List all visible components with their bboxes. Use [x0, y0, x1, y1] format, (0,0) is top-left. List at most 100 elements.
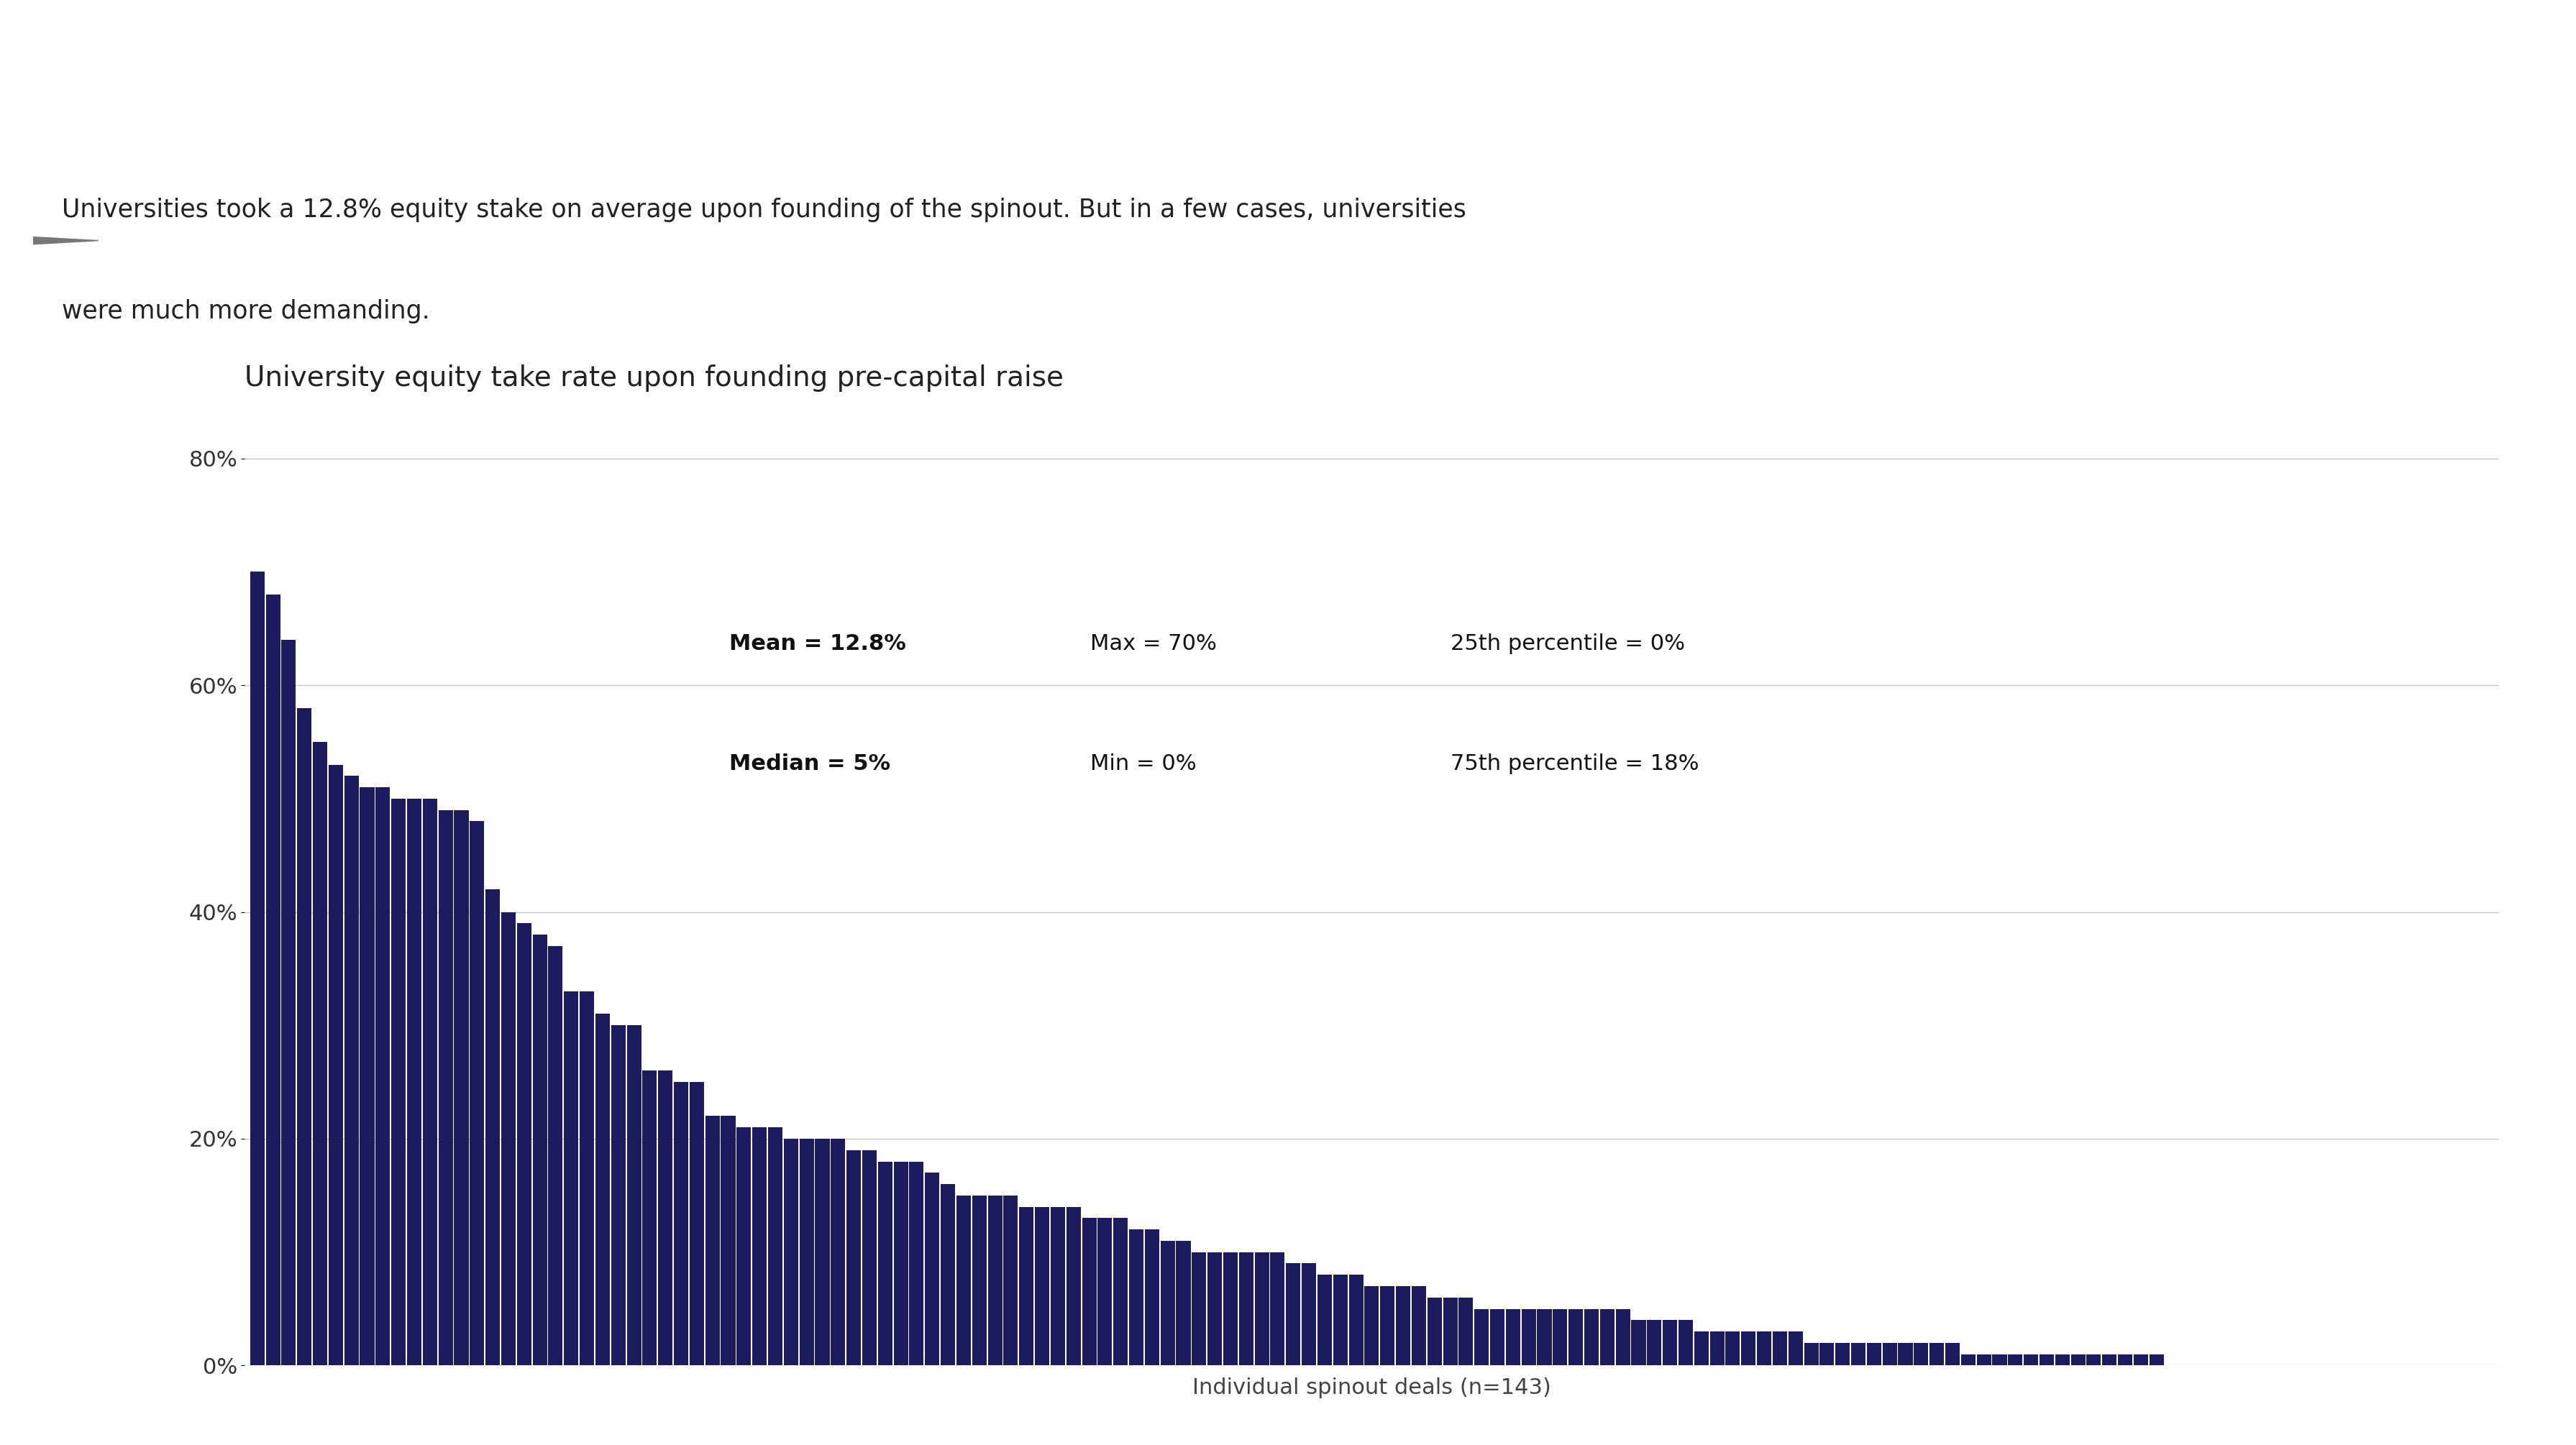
Bar: [1082, 1218, 1097, 1366]
Bar: [1883, 1342, 1896, 1366]
Bar: [518, 923, 531, 1366]
Text: Min = 0%: Min = 0%: [1090, 753, 1195, 775]
Bar: [1945, 1342, 1960, 1366]
Text: Mean = 12.8%: Mean = 12.8%: [729, 633, 907, 655]
Bar: [407, 799, 422, 1366]
Bar: [469, 821, 484, 1366]
Bar: [1788, 1331, 1803, 1366]
Bar: [1270, 1253, 1285, 1366]
Bar: [894, 1162, 909, 1366]
Bar: [752, 1127, 768, 1366]
Bar: [1615, 1309, 1631, 1366]
Bar: [1144, 1230, 1159, 1366]
X-axis label: Individual spinout deals (n=143): Individual spinout deals (n=143): [1193, 1377, 1551, 1399]
Text: 25th percentile = 0%: 25th percentile = 0%: [1450, 633, 1685, 655]
Bar: [1538, 1309, 1551, 1366]
Bar: [296, 708, 312, 1366]
Bar: [626, 1026, 641, 1366]
Bar: [1834, 1342, 1850, 1366]
Bar: [1177, 1241, 1190, 1366]
Bar: [533, 935, 546, 1366]
Bar: [1852, 1342, 1865, 1366]
Bar: [675, 1082, 688, 1366]
Text: Median = 5%: Median = 5%: [729, 753, 891, 775]
Bar: [2040, 1354, 2053, 1366]
Bar: [580, 991, 595, 1366]
Bar: [1631, 1321, 1646, 1366]
Bar: [1741, 1331, 1757, 1366]
Bar: [1301, 1263, 1316, 1366]
Bar: [706, 1116, 719, 1366]
Bar: [611, 1026, 626, 1366]
Bar: [265, 594, 281, 1366]
Bar: [2102, 1354, 2117, 1366]
Bar: [799, 1139, 814, 1366]
Bar: [1443, 1298, 1458, 1366]
Bar: [1960, 1354, 1976, 1366]
Text: were much more demanding.: were much more demanding.: [62, 299, 430, 324]
Bar: [2009, 1354, 2022, 1366]
Bar: [814, 1139, 829, 1366]
Bar: [502, 912, 515, 1366]
Bar: [657, 1071, 672, 1366]
Text: Max = 70%: Max = 70%: [1090, 633, 1216, 655]
Bar: [832, 1139, 845, 1366]
Bar: [250, 572, 265, 1366]
Bar: [1584, 1309, 1600, 1366]
Bar: [1113, 1218, 1128, 1366]
Bar: [2148, 1354, 2164, 1366]
Bar: [1036, 1207, 1048, 1366]
Bar: [848, 1150, 860, 1366]
Bar: [1128, 1230, 1144, 1366]
Bar: [1350, 1274, 1363, 1366]
Bar: [1976, 1354, 1991, 1366]
Bar: [1662, 1321, 1677, 1366]
Bar: [1522, 1309, 1535, 1366]
Bar: [987, 1195, 1002, 1366]
Bar: [2056, 1354, 2069, 1366]
Bar: [1489, 1309, 1504, 1366]
Bar: [1334, 1274, 1347, 1366]
Text: Universities took a 12.8% equity stake on average upon founding of the spinout. : Universities took a 12.8% equity stake o…: [62, 198, 1466, 223]
Bar: [1193, 1253, 1206, 1366]
Bar: [2087, 1354, 2102, 1366]
Bar: [940, 1183, 956, 1366]
Bar: [1239, 1253, 1255, 1366]
Bar: [1569, 1309, 1584, 1366]
Text: "Each deal is different": founding equity take rate ranges by universities is ve: "Each deal is different": founding equit…: [41, 51, 1685, 84]
Bar: [312, 741, 327, 1366]
Bar: [1803, 1342, 1819, 1366]
Polygon shape: [33, 237, 98, 244]
Bar: [1381, 1286, 1394, 1366]
Bar: [1412, 1286, 1427, 1366]
Bar: [909, 1162, 925, 1366]
Bar: [783, 1139, 799, 1366]
Bar: [1316, 1274, 1332, 1366]
Bar: [1255, 1253, 1270, 1366]
Bar: [438, 809, 453, 1366]
Bar: [737, 1127, 752, 1366]
Bar: [1224, 1253, 1236, 1366]
Bar: [361, 788, 374, 1366]
Polygon shape: [2483, 1373, 2512, 1410]
Bar: [1646, 1321, 1662, 1366]
Bar: [1396, 1286, 1409, 1366]
Bar: [1899, 1342, 1911, 1366]
Bar: [2071, 1354, 2087, 1366]
Bar: [690, 1082, 703, 1366]
Bar: [1020, 1207, 1033, 1366]
Bar: [1005, 1195, 1018, 1366]
Bar: [330, 764, 343, 1366]
Text: 75th percentile = 18%: 75th percentile = 18%: [1450, 753, 1700, 775]
Text: University equity take rate upon founding pre-capital raise: University equity take rate upon foundin…: [245, 364, 1064, 392]
Bar: [1710, 1331, 1723, 1366]
Bar: [345, 776, 358, 1366]
Bar: [1051, 1207, 1064, 1366]
Bar: [641, 1071, 657, 1366]
Bar: [281, 640, 296, 1366]
Bar: [1695, 1331, 1708, 1366]
Bar: [392, 799, 407, 1366]
Bar: [925, 1173, 940, 1366]
Bar: [1726, 1331, 1739, 1366]
Bar: [1473, 1309, 1489, 1366]
